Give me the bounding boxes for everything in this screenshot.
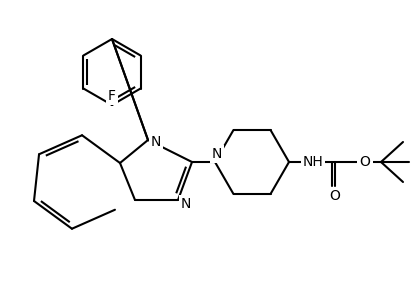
Text: O: O xyxy=(330,189,340,203)
Text: N: N xyxy=(181,197,191,211)
Text: NH: NH xyxy=(303,155,323,169)
Text: F: F xyxy=(108,89,116,103)
Text: N: N xyxy=(212,147,222,161)
Text: N: N xyxy=(151,135,161,149)
Text: O: O xyxy=(360,155,370,169)
